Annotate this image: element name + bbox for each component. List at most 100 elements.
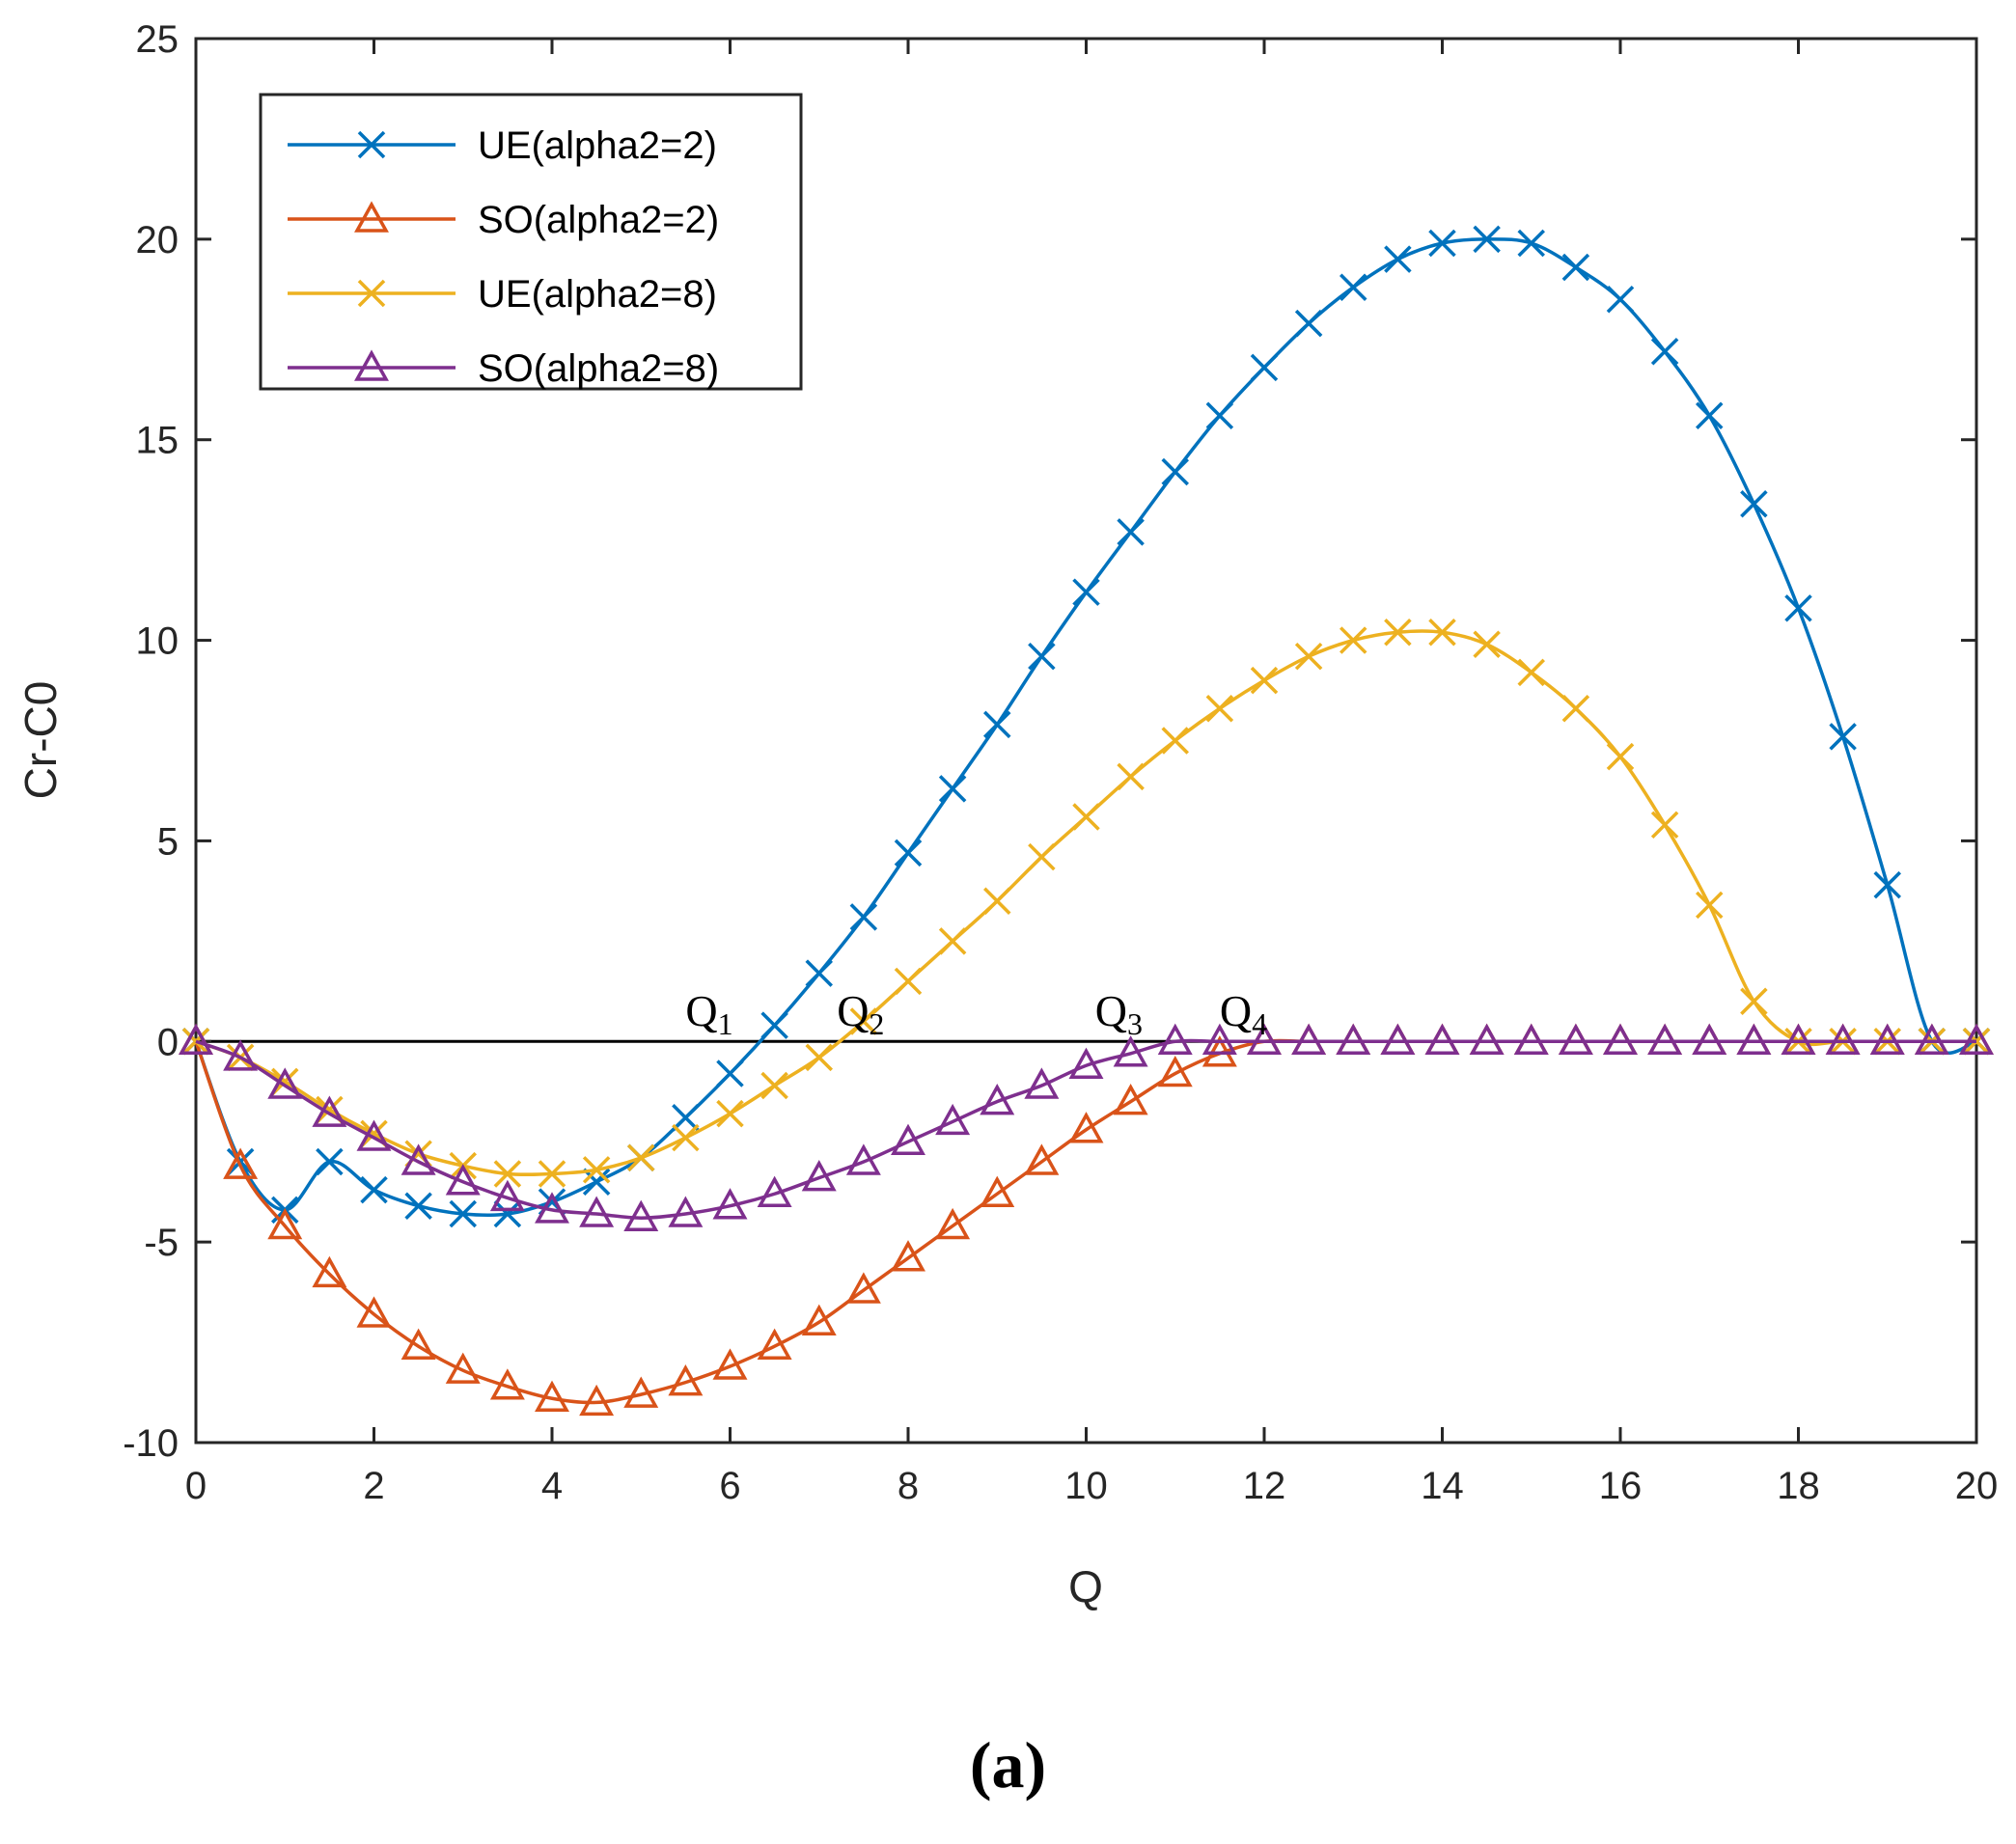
data-point <box>1072 578 1100 606</box>
data-point <box>1469 1023 1505 1056</box>
data-point <box>849 1007 878 1035</box>
data-point <box>891 1123 925 1155</box>
data-point <box>356 1296 392 1328</box>
series-line <box>195 1038 1976 1220</box>
data-point <box>493 1199 522 1228</box>
data-point <box>935 1103 971 1136</box>
data-point <box>1028 842 1056 871</box>
y-axis: -10 -5 0 5 10 15 20 25 <box>123 18 1976 1465</box>
data-point <box>445 1164 481 1196</box>
legend-entry: SO(alpha2=2) <box>288 199 719 241</box>
x-tick-label: 6 <box>719 1465 740 1507</box>
series-so-alpha2-8 <box>179 1023 1994 1231</box>
data-point <box>1650 811 1679 839</box>
data-point <box>983 887 1011 916</box>
data-point <box>1558 1023 1593 1056</box>
data-point <box>1024 1143 1060 1175</box>
legend-marker <box>357 279 386 308</box>
series-layer <box>179 225 1994 1417</box>
data-point <box>1696 401 1724 430</box>
series-ue-alpha2-2 <box>181 225 1991 1228</box>
data-point <box>760 1011 788 1039</box>
x-tick-label: 8 <box>898 1465 919 1507</box>
data-point <box>980 1084 1015 1115</box>
y-tick-label: 25 <box>136 18 180 61</box>
data-point <box>535 1380 569 1413</box>
y-tick-label: -10 <box>123 1422 179 1465</box>
y-tick-label: 15 <box>136 420 180 462</box>
data-point <box>716 1099 744 1128</box>
data-point <box>1784 594 1812 622</box>
x-axis-title: Q <box>1068 1561 1103 1611</box>
data-point <box>845 1143 881 1175</box>
data-point <box>582 1168 611 1197</box>
data-point <box>712 1188 748 1220</box>
data-point <box>1072 803 1100 831</box>
data-point <box>1424 1023 1460 1056</box>
data-point <box>801 1160 837 1192</box>
data-point <box>1517 229 1545 258</box>
data-point <box>1825 1023 1861 1056</box>
data-point <box>1606 742 1635 771</box>
legend-entry: UE(alpha2=2) <box>288 124 717 167</box>
x-tick-label: 20 <box>1955 1465 1999 1507</box>
data-point <box>400 1143 436 1175</box>
y-tick-label: 5 <box>157 820 179 863</box>
data-point <box>1250 666 1279 695</box>
data-point <box>1339 273 1367 301</box>
x-tick-label: 4 <box>541 1465 563 1507</box>
data-point <box>801 1304 837 1336</box>
x-tick-label: 0 <box>185 1465 207 1507</box>
data-point <box>226 1147 255 1176</box>
annotation-label: Q4 <box>1220 986 1267 1041</box>
data-point <box>1294 309 1323 338</box>
data-point <box>672 1123 700 1152</box>
data-point <box>312 1095 347 1127</box>
figure-caption: (a) <box>969 1728 1047 1802</box>
series-line <box>194 237 1977 1218</box>
data-point <box>1205 695 1234 723</box>
data-point <box>535 1192 569 1224</box>
data-point <box>980 1175 1015 1208</box>
data-point <box>1294 642 1323 671</box>
data-point <box>1384 619 1412 647</box>
data-point <box>845 1272 881 1304</box>
data-point <box>1740 489 1768 518</box>
data-point <box>1473 630 1501 658</box>
data-point <box>449 1199 477 1228</box>
legend-marker <box>354 201 389 233</box>
x-tick-label: 10 <box>1064 1465 1108 1507</box>
data-point <box>1113 1035 1148 1067</box>
data-point <box>1473 225 1501 254</box>
data-point <box>1380 1023 1416 1056</box>
data-point <box>267 1067 303 1099</box>
data-point <box>179 1023 213 1056</box>
x-tick-label: 16 <box>1599 1465 1643 1507</box>
data-point <box>1291 1023 1327 1056</box>
data-point <box>805 1043 833 1072</box>
data-point <box>1606 285 1635 314</box>
legend-label: SO(alpha2=8) <box>478 347 719 390</box>
data-point <box>1161 457 1189 486</box>
x-axis: 0 2 4 6 8 10 12 14 16 18 20 <box>185 39 1998 1507</box>
series-so-alpha2-2 <box>179 1023 1994 1417</box>
data-point <box>1117 518 1145 546</box>
data-point <box>1692 1023 1727 1056</box>
data-point <box>1161 727 1189 755</box>
data-point <box>1384 245 1412 273</box>
data-point <box>579 1384 615 1417</box>
data-point <box>579 1196 615 1227</box>
data-point <box>935 1207 971 1240</box>
data-point <box>938 775 967 803</box>
data-point <box>1829 723 1857 751</box>
data-point <box>312 1255 347 1288</box>
series-ue-alpha2-8 <box>181 619 1991 1188</box>
legend-marker <box>357 130 386 159</box>
data-point <box>627 1143 655 1172</box>
data-point <box>489 1368 525 1400</box>
annotation-label: Q1 <box>685 986 732 1041</box>
data-point <box>1873 870 1901 899</box>
data-point <box>445 1352 481 1384</box>
legend-entry: UE(alpha2=8) <box>288 273 717 316</box>
